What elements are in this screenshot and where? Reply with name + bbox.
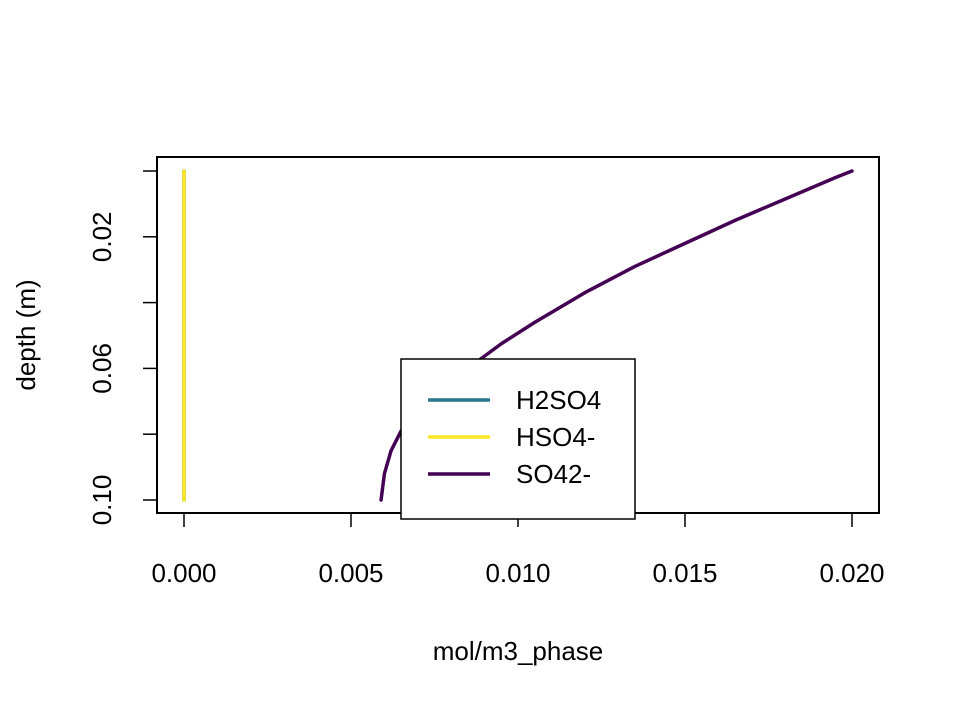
legend: H2SO4 HSO4- SO42- [400, 358, 636, 520]
x-axis: 0.000 0.005 0.010 0.015 0.020 [151, 513, 885, 588]
legend-label: H2SO4 [516, 385, 601, 415]
series-line-so42- [379, 169, 854, 502]
legend-label: SO42- [516, 459, 591, 489]
y-axis-title: depth (m) [11, 279, 41, 390]
x-tick-label: 0.000 [151, 558, 216, 588]
x-tick-label: 0.015 [652, 558, 717, 588]
y-axis: 0.02 0.06 0.10 [87, 170, 157, 526]
legend-label: HSO4- [516, 422, 595, 452]
y-tick-label: 0.06 [87, 343, 117, 394]
x-tick-label: 0.010 [485, 558, 550, 588]
legend-box [400, 358, 636, 520]
x-axis-title: mol/m3_phase [433, 636, 604, 666]
x-tick-label: 0.005 [318, 558, 383, 588]
x-tick-label: 0.020 [819, 558, 884, 588]
series-layer [182, 169, 854, 502]
y-tick-label: 0.02 [87, 211, 117, 262]
y-tick-label: 0.10 [87, 475, 117, 526]
